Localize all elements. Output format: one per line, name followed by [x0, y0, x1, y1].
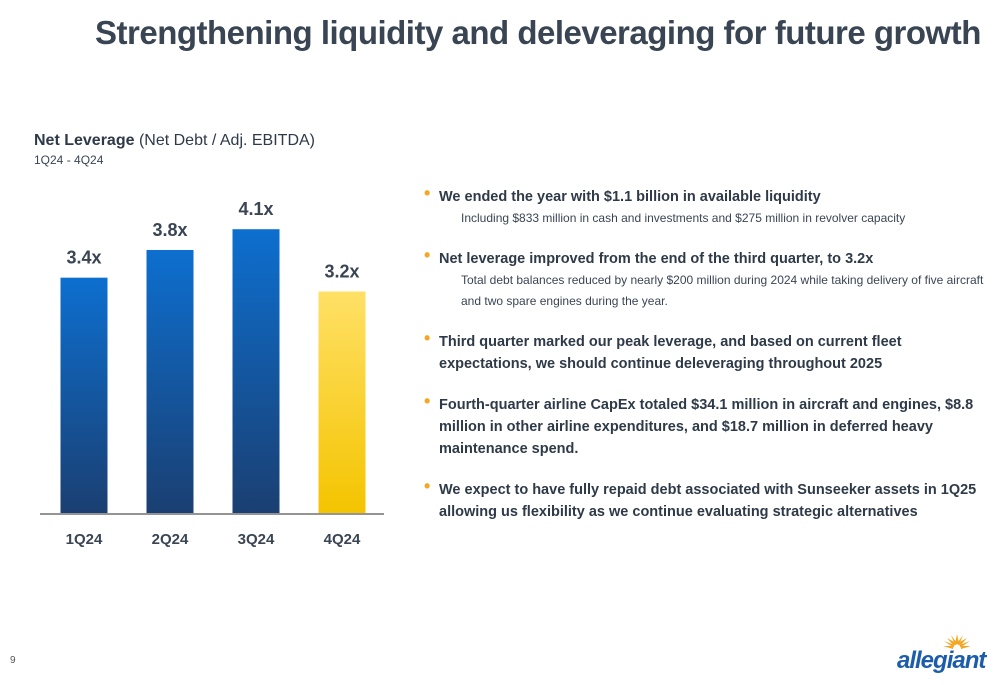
- page-number: 9: [10, 655, 16, 666]
- data-label: 3.8x: [152, 220, 187, 240]
- data-label: 3.4x: [66, 248, 101, 268]
- bullet-dot-icon: •: [424, 476, 431, 496]
- bullet-item: • Net leverage improved from the end of …: [424, 245, 984, 312]
- bars-layer: 3.4x 1Q24 3.8x 2Q24 4.1x 3Q24 3.2x 4Q24: [60, 199, 366, 548]
- logo-wordmark: allegiant: [897, 647, 986, 674]
- bullet-main-text: We ended the year with $1.1 billion in a…: [439, 189, 821, 205]
- bar-4q24: [318, 291, 366, 513]
- bullet-main-text: Net leverage improved from the end of th…: [439, 251, 874, 267]
- bullet-dot-icon: •: [424, 183, 431, 203]
- bar-1q24: [60, 277, 108, 513]
- sun-icon: [943, 634, 971, 649]
- chart-header: Net Leverage (Net Debt / Adj. EBITDA) 1Q…: [34, 132, 315, 167]
- slide-title: Strengthening liquidity and deleveraging…: [95, 14, 981, 51]
- chart-period: 1Q24 - 4Q24: [34, 153, 104, 167]
- bullet-item: • We expect to have fully repaid debt as…: [424, 476, 984, 523]
- bullet-sub-text: Including $833 million in cash and inves…: [461, 211, 906, 225]
- bar-3q24: [232, 229, 280, 513]
- bullet-main-text: Third quarter marked our peak leverage, …: [439, 334, 902, 372]
- bar-2q24: [146, 249, 194, 513]
- x-tick-label: 3Q24: [238, 531, 275, 548]
- bullet-main-text: Fourth-quarter airline CapEx totaled $34…: [439, 397, 974, 457]
- bullet-dot-icon: •: [424, 328, 431, 348]
- chart-title-bold: Net Leverage: [34, 132, 135, 149]
- bullet-item: • Fourth-quarter airline CapEx totaled $…: [424, 391, 984, 460]
- chart-title: Net Leverage (Net Debt / Adj. EBITDA): [34, 132, 315, 150]
- bullet-item: • Third quarter marked our peak leverage…: [424, 328, 984, 375]
- bullet-item: • We ended the year with $1.1 billion in…: [424, 183, 984, 229]
- bullet-main-text: We expect to have fully repaid debt asso…: [439, 482, 977, 520]
- net-leverage-chart: 3.4x 1Q24 3.8x 2Q24 4.1x 3Q24 3.2x 4Q24: [40, 199, 384, 548]
- x-tick-label: 4Q24: [324, 531, 361, 548]
- chart-title-rest: (Net Debt / Adj. EBITDA): [134, 132, 315, 149]
- bullet-list: • We ended the year with $1.1 billion in…: [424, 183, 984, 542]
- bullet-dot-icon: •: [424, 391, 431, 411]
- x-tick-label: 1Q24: [66, 531, 103, 548]
- data-label: 4.1x: [238, 199, 273, 219]
- bullet-sub-text: Total debt balances reduced by nearly $2…: [461, 273, 984, 308]
- bullet-dot-icon: •: [424, 245, 431, 265]
- x-tick-label: 2Q24: [152, 531, 189, 548]
- data-label: 3.2x: [324, 262, 359, 282]
- allegiant-logo: allegiant: [897, 632, 989, 678]
